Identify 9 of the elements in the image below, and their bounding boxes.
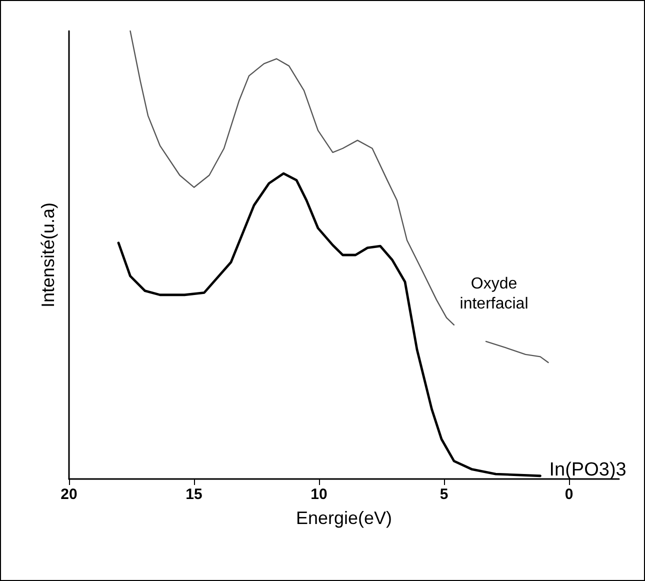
series-label: In(PO3)3 bbox=[549, 459, 626, 480]
x-tick-label: 20 bbox=[60, 486, 78, 503]
x-axis-title: Energie(eV) bbox=[296, 508, 392, 528]
x-tick-label: 15 bbox=[186, 486, 202, 503]
x-tick-label: 10 bbox=[310, 486, 328, 503]
x-tick-label: 5 bbox=[440, 486, 448, 503]
x-tick-label: 0 bbox=[564, 486, 574, 503]
series-label: Oxyde interfacial bbox=[460, 275, 528, 312]
y-axis-title: Intensité(u.a) bbox=[38, 202, 58, 308]
